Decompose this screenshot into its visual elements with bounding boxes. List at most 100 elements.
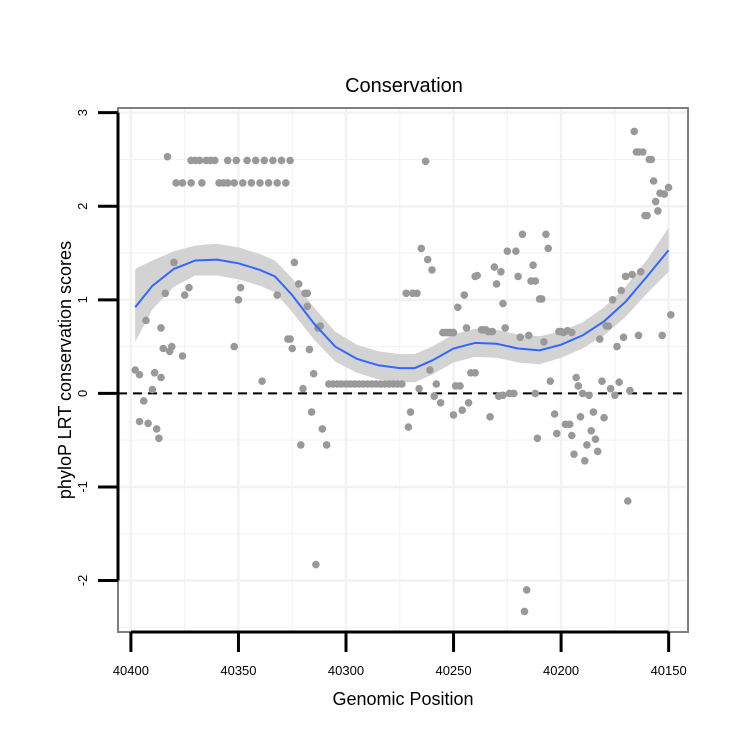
data-point <box>223 179 232 187</box>
data-point <box>150 369 159 377</box>
data-point <box>172 179 180 187</box>
grid-lines <box>118 108 688 632</box>
data-point <box>522 586 531 594</box>
data-point <box>185 283 193 292</box>
data-point <box>568 328 576 337</box>
data-point <box>611 391 619 400</box>
data-point <box>596 335 604 343</box>
data-point <box>660 190 669 198</box>
x-axis-title: Genomic Position <box>332 689 473 709</box>
data-point <box>578 389 587 398</box>
data-point <box>471 369 479 377</box>
data-point <box>428 266 436 274</box>
data-point <box>232 156 241 165</box>
data-point <box>286 335 294 343</box>
data-point <box>462 324 471 332</box>
data-point <box>273 179 282 187</box>
data-point <box>398 380 406 388</box>
data-point <box>421 157 430 166</box>
data-point <box>533 434 542 443</box>
data-point <box>518 230 527 239</box>
data-point <box>180 291 189 299</box>
data-point <box>604 322 613 330</box>
data-point <box>490 263 499 271</box>
data-point <box>570 450 578 459</box>
data-point <box>531 277 540 285</box>
data-point <box>312 560 320 569</box>
data-point <box>456 382 464 390</box>
data-point <box>155 434 163 443</box>
data-point <box>497 268 505 276</box>
data-point <box>258 377 266 386</box>
data-point <box>402 289 411 298</box>
data-point <box>211 156 219 165</box>
data-point <box>540 338 548 346</box>
data-point <box>621 272 630 281</box>
data-point <box>135 417 144 426</box>
data-point <box>290 258 299 267</box>
data-point <box>643 211 651 220</box>
data-point <box>516 333 524 342</box>
data-point <box>239 179 247 187</box>
data-point <box>649 177 658 185</box>
data-point <box>565 420 574 429</box>
data-point <box>499 299 507 308</box>
data-point <box>140 397 148 405</box>
data-point <box>286 156 294 165</box>
data-point <box>423 255 432 264</box>
y-tick-label: 1 <box>75 296 90 303</box>
data-point <box>236 283 245 292</box>
data-point <box>658 331 666 340</box>
data-point <box>542 230 550 239</box>
data-point <box>583 441 591 449</box>
data-points <box>131 127 675 616</box>
data-point <box>628 270 636 279</box>
data-point <box>299 384 307 393</box>
x-tick-label: 40250 <box>435 663 471 678</box>
data-point <box>273 291 282 299</box>
data-point <box>587 427 595 435</box>
data-point <box>553 429 561 438</box>
data-point <box>404 423 413 431</box>
data-point <box>142 316 150 325</box>
data-point <box>630 127 638 136</box>
data-point <box>510 389 518 398</box>
data-point <box>234 296 243 304</box>
data-point <box>488 327 497 336</box>
plot-panel <box>117 107 689 633</box>
data-point <box>294 280 303 288</box>
data-point <box>157 373 165 382</box>
data-point <box>619 333 628 342</box>
data-point <box>634 331 643 340</box>
data-point <box>613 342 621 351</box>
data-point <box>501 324 510 332</box>
data-point <box>148 385 157 394</box>
data-point <box>449 328 458 337</box>
data-point <box>499 391 507 400</box>
data-point <box>170 258 178 267</box>
x-tick-label: 40200 <box>543 663 579 678</box>
data-point <box>413 289 421 298</box>
data-point <box>243 156 251 165</box>
data-point <box>318 425 327 433</box>
data-point <box>305 345 314 354</box>
data-point <box>529 261 537 270</box>
y-tick-label: 3 <box>75 109 90 116</box>
x-tick-label: 40150 <box>651 663 687 678</box>
data-point <box>531 389 540 398</box>
data-point <box>460 291 469 299</box>
data-point <box>546 377 555 386</box>
x-tick-label: 40350 <box>220 663 256 678</box>
data-point <box>486 413 494 421</box>
data-point <box>430 392 439 401</box>
data-point <box>572 373 580 382</box>
x-tick-label: 40400 <box>113 663 149 678</box>
data-point <box>598 377 606 386</box>
data-point <box>415 384 423 393</box>
data-point <box>651 197 660 206</box>
data-point <box>568 431 576 440</box>
data-point <box>230 179 238 187</box>
data-point <box>449 411 458 419</box>
data-point <box>458 406 467 415</box>
